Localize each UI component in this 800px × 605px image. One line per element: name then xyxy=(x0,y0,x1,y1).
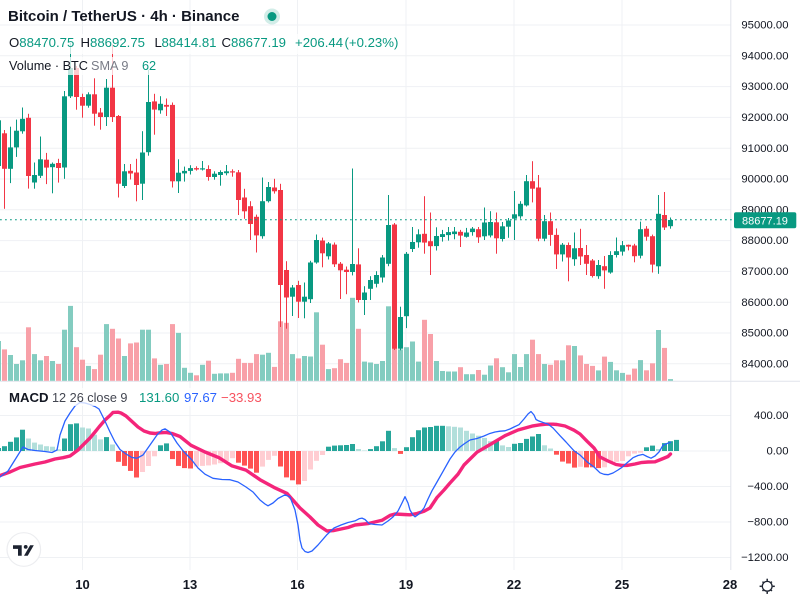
svg-text:−400.00: −400.00 xyxy=(747,481,788,493)
svg-text:85000.00: 85000.00 xyxy=(741,328,788,340)
svg-text:84000.00: 84000.00 xyxy=(741,358,788,370)
svg-text:92000.00: 92000.00 xyxy=(741,112,788,124)
svg-text:Volume · BTC: Volume · BTC xyxy=(9,59,88,73)
svg-text:Bitcoin / TetherUS · 4h · Bina: Bitcoin / TetherUS · 4h · Binance xyxy=(8,8,239,25)
svg-text:−800.00: −800.00 xyxy=(747,517,788,529)
svg-text:12 26 close 9: 12 26 close 9 xyxy=(52,391,127,405)
svg-text:62: 62 xyxy=(142,59,156,73)
svg-text:28: 28 xyxy=(723,577,737,592)
svg-text:25: 25 xyxy=(615,577,629,592)
svg-text:95000.00: 95000.00 xyxy=(741,20,788,32)
svg-text:97.67: 97.67 xyxy=(184,390,217,405)
svg-text:94000.00: 94000.00 xyxy=(741,50,788,62)
svg-text:131.60: 131.60 xyxy=(139,390,179,405)
svg-text:−33.93: −33.93 xyxy=(221,390,262,405)
svg-text:−1200.00: −1200.00 xyxy=(741,552,788,564)
svg-text:10: 10 xyxy=(75,577,89,592)
svg-text:91000.00: 91000.00 xyxy=(741,143,788,155)
svg-text:93000.00: 93000.00 xyxy=(741,81,788,93)
svg-text:400.00: 400.00 xyxy=(754,410,789,422)
svg-text:88000.00: 88000.00 xyxy=(741,235,788,247)
svg-text:88677.19: 88677.19 xyxy=(742,215,788,227)
svg-text:0.00: 0.00 xyxy=(767,446,789,458)
svg-text:86000.00: 86000.00 xyxy=(741,297,788,309)
svg-text:MACD: MACD xyxy=(9,390,49,405)
svg-text:SMA 9: SMA 9 xyxy=(91,59,128,73)
svg-text:90000.00: 90000.00 xyxy=(741,174,788,186)
svg-text:13: 13 xyxy=(183,577,197,592)
svg-text:87000.00: 87000.00 xyxy=(741,266,788,278)
svg-text:19: 19 xyxy=(399,577,413,592)
svg-text:16: 16 xyxy=(290,577,304,592)
svg-text:22: 22 xyxy=(507,577,521,592)
